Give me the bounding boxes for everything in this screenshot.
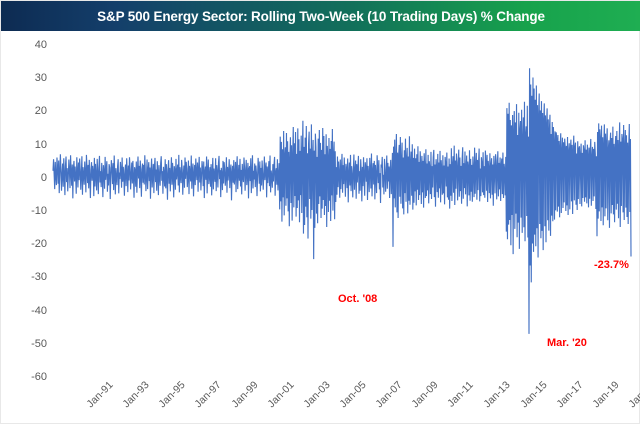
y-axis: 40 30 20 10 0 -10 -20 -30 -40 -50 -60	[1, 39, 47, 383]
y-axis-tick-label: -60	[31, 371, 47, 383]
x-axis-tick-label: Jan-11	[445, 379, 477, 410]
x-axis-tick-label: Jan-21	[626, 379, 640, 411]
x-axis-tick-label: Jan-91	[84, 379, 116, 411]
series-line-chart	[52, 68, 632, 334]
chart-title-bar: S&P 500 Energy Sector: Rolling Two-Week …	[1, 1, 640, 31]
y-axis-tick-label: -50	[31, 337, 47, 350]
x-axis: Jan-91 Jan-93 Jan-95 Jan-97 Jan-99 Jan-01 Jan-…	[53, 379, 640, 425]
x-axis-tick-label: Jan-13	[481, 379, 513, 411]
x-axis-tick-label: Jan-99	[228, 379, 261, 411]
annotation-oct-2008: Oct. '08	[338, 293, 378, 305]
x-axis-tick-label: Jan-95	[156, 379, 188, 411]
x-axis-tick-label: Jan-07	[373, 379, 405, 411]
plot-area	[52, 45, 632, 377]
annotation-mar-2020: Mar. '20	[547, 337, 587, 349]
series-path	[52, 68, 632, 334]
y-axis-tick-label: 10	[34, 138, 47, 151]
y-axis-tick-label: -10	[31, 205, 47, 217]
x-axis-tick-label: Jan-15	[517, 379, 550, 411]
y-axis-tick-label: 20	[34, 105, 47, 118]
x-axis-tick-label: Jan-19	[590, 379, 622, 411]
y-axis-tick-label: 40	[34, 39, 47, 51]
y-axis-tick-label: 30	[34, 72, 47, 85]
x-axis-tick-label: Jan-05	[337, 379, 369, 411]
y-axis-tick-label: 0	[40, 171, 47, 184]
x-axis-tick-label: Jan-93	[120, 379, 152, 411]
x-axis-tick-label: Jan-03	[301, 379, 333, 411]
y-axis-tick-label: -40	[31, 304, 47, 317]
x-axis-tick-label: Jan-01	[265, 379, 297, 411]
y-axis-tick-label: -30	[31, 271, 47, 284]
x-axis-tick-label: Jan-97	[192, 379, 224, 411]
y-axis-tick-label: -20	[31, 238, 47, 251]
page-title: S&P 500 Energy Sector: Rolling Two-Week …	[97, 8, 545, 24]
x-axis-tick-label: Jan-09	[409, 379, 441, 411]
x-axis-tick-label: Jan-17	[554, 379, 586, 411]
annotation-last-value: -23.7%	[594, 259, 629, 271]
